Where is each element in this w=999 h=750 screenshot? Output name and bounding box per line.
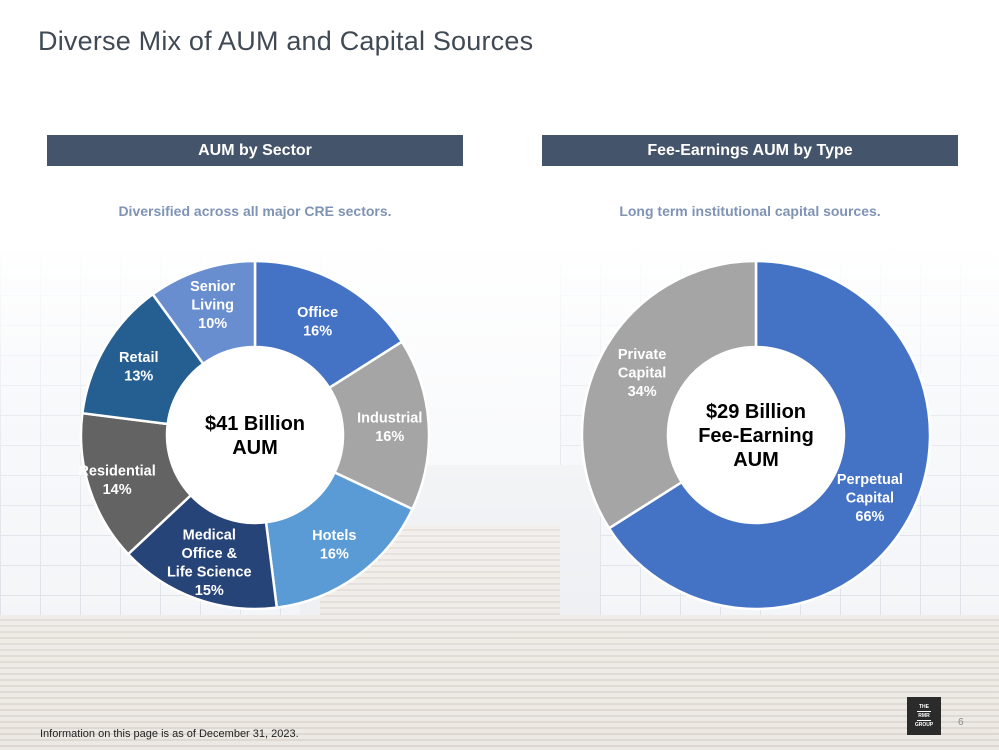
slice-label-private: Private Capital 34% xyxy=(618,347,666,400)
center-label: $41 Billion AUM xyxy=(205,413,305,459)
page-title: Diverse Mix of AUM and Capital Sources xyxy=(38,26,534,56)
slice-label-hotels: Hotels 16% xyxy=(312,528,356,563)
aum-by-sector-subtitle: Diversified across all major CRE sectors… xyxy=(118,203,392,219)
slice-private xyxy=(580,259,758,530)
donut-hole xyxy=(168,348,342,522)
aum-by-sector-header: AUM by Sector xyxy=(47,135,463,166)
fee-earning-aum-header: Fee-Earnings AUM by Type xyxy=(542,135,958,166)
slice-senior xyxy=(150,259,257,366)
center-label: $29 Billion Fee-Earning AUM xyxy=(698,401,814,471)
slice-label-retail: Retail 13% xyxy=(119,350,159,385)
slice-label-residential: Residential 14% xyxy=(78,464,155,499)
slice-label-perpetual: Perpetual Capital 66% xyxy=(837,472,903,525)
footnote: Information on this page is as of Decemb… xyxy=(40,728,299,740)
logo-line: GROUP xyxy=(914,722,934,728)
slice-label-senior: Senior Living 10% xyxy=(190,279,235,332)
aum-by-sector-donut-chart: Office 16% Industrial 16% Hotels 16% Medical Of… xyxy=(78,259,431,611)
slice-perpetual xyxy=(607,259,932,611)
fee-earning-aum-subtitle: Long term institutional capital sources. xyxy=(619,203,881,219)
rmr-group-logo: THE RMR GROUP xyxy=(907,697,941,735)
page-number: 6 xyxy=(958,717,964,728)
logo-line: RMR xyxy=(918,713,930,719)
slice-label-medical: Medical Office & Life Science 15% xyxy=(167,527,252,599)
fee-earning-aum-donut-chart: Perpetual Capital 66% Private Capital 34% $29 … xyxy=(580,259,932,611)
logo-line: THE xyxy=(919,704,929,710)
slice-label-industrial: Industrial 16% xyxy=(357,410,422,445)
donut-hole xyxy=(669,348,843,522)
slice-label-office: Office 16% xyxy=(297,305,338,340)
